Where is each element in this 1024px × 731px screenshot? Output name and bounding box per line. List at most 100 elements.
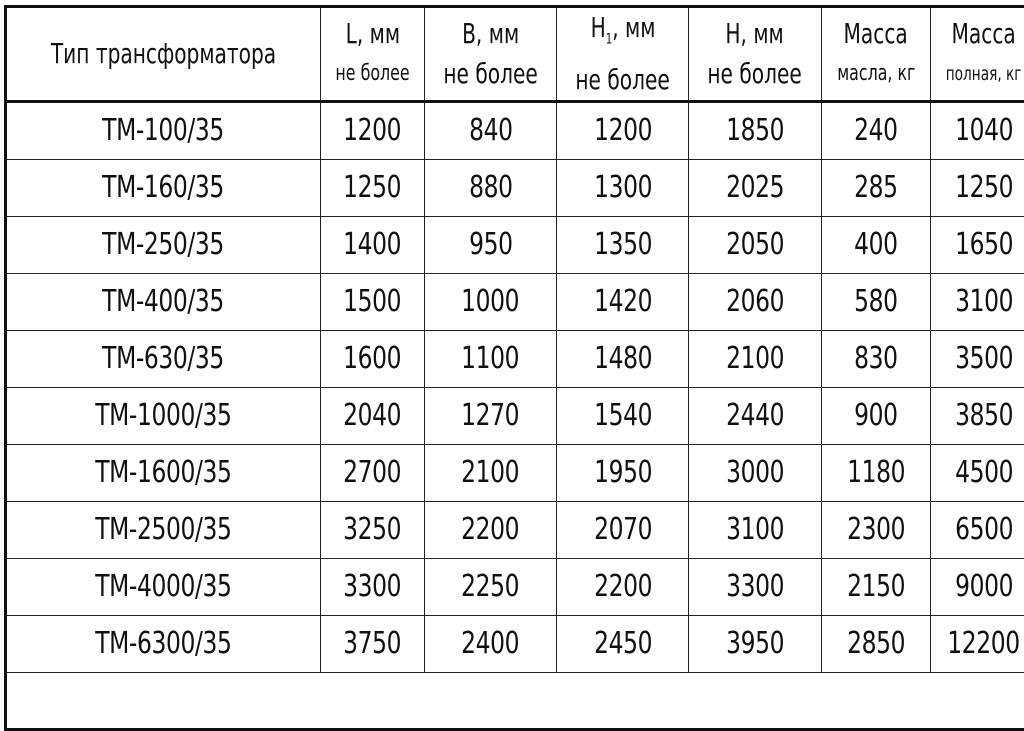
header-total-mass-line2: полная, кг — [946, 54, 1022, 94]
cell-b: 880 — [425, 159, 557, 216]
cell-h: 2440 — [689, 387, 821, 444]
cell-value: 2025 — [726, 170, 784, 205]
cell-value: 1100 — [462, 341, 520, 376]
cell-oil-mass: 830 — [821, 330, 931, 387]
cell-type: ТМ-2500/35 — [6, 501, 321, 558]
cell-oil-mass: 1180 — [821, 444, 931, 501]
cell-value: 3850 — [955, 398, 1013, 433]
cell-h: 3000 — [689, 444, 821, 501]
cell-value: 1350 — [594, 227, 652, 262]
header-l-line2: не более — [335, 54, 409, 94]
cell-value: ТМ-2500/35 — [95, 512, 231, 547]
table-row: ТМ-1000/35 2040 1270 1540 2440 900 3850 — [6, 387, 1024, 444]
cell-total-mass: 1650 — [931, 216, 1024, 273]
cell-oil-mass: 285 — [821, 159, 931, 216]
cell-value: 2040 — [343, 398, 401, 433]
cell-value: 2200 — [594, 569, 652, 604]
cell-total-mass: 1250 — [931, 159, 1024, 216]
cell-h1: 2200 — [557, 558, 689, 615]
cell-value: 240 — [854, 113, 897, 148]
cell-h1: 1480 — [557, 330, 689, 387]
header-type: Тип трансформатора — [6, 7, 321, 102]
cell-value: 1480 — [594, 341, 652, 376]
cell-type: ТМ-400/35 — [6, 273, 321, 330]
cell-h1: 2450 — [557, 615, 689, 672]
cell-b: 2100 — [425, 444, 557, 501]
cell-total-mass: 3850 — [931, 387, 1024, 444]
cell-type: ТМ-160/35 — [6, 159, 321, 216]
cell-l: 1600 — [320, 330, 424, 387]
cell-value: 3950 — [726, 626, 784, 661]
cell-value: 2100 — [726, 341, 784, 376]
cell-total-mass: 12200 — [931, 615, 1024, 672]
cell-value: 900 — [854, 398, 897, 433]
cell-value: ТМ-1000/35 — [95, 398, 231, 433]
cell-value: 1000 — [462, 284, 520, 319]
cell-h1: 1540 — [557, 387, 689, 444]
header-b-line1: B, мм — [462, 14, 519, 54]
cell-type: ТМ-1000/35 — [6, 387, 321, 444]
cell-oil-mass: 400 — [821, 216, 931, 273]
cell-h: 3100 — [689, 501, 821, 558]
cell-type: ТМ-250/35 — [6, 216, 321, 273]
cell-h1: 1300 — [557, 159, 689, 216]
header-h-line1: H, мм — [726, 14, 784, 54]
cell-h: 3300 — [689, 558, 821, 615]
cell-value: 1850 — [726, 113, 784, 148]
cell-value: 2400 — [462, 626, 520, 661]
cell-h: 2050 — [689, 216, 821, 273]
cell-value: 1420 — [594, 284, 652, 319]
cell-l: 3250 — [320, 501, 424, 558]
cell-h: 3950 — [689, 615, 821, 672]
cell-value: 1300 — [594, 170, 652, 205]
cell-value: ТМ-100/35 — [103, 113, 225, 148]
cell-l: 1200 — [320, 101, 424, 159]
cell-total-mass: 1040 — [931, 101, 1024, 159]
cell-value: 1040 — [955, 113, 1013, 148]
cell-oil-mass: 2850 — [821, 615, 931, 672]
cell-value: 830 — [854, 341, 897, 376]
cell-value: 1200 — [343, 113, 401, 148]
cell-b: 1270 — [425, 387, 557, 444]
cell-value: ТМ-6300/35 — [95, 626, 231, 661]
cell-b: 2200 — [425, 501, 557, 558]
cell-value: 2050 — [726, 227, 784, 262]
cell-value: 3100 — [726, 512, 784, 547]
cell-value: 1250 — [955, 170, 1013, 205]
cell-value: ТМ-1600/35 — [95, 455, 231, 490]
cell-type: ТМ-630/35 — [6, 330, 321, 387]
cell-h1: 2070 — [557, 501, 689, 558]
cell-b: 2250 — [425, 558, 557, 615]
cell-value: 2700 — [343, 455, 401, 490]
cell-l: 3300 — [320, 558, 424, 615]
empty-cell — [6, 672, 1024, 729]
cell-value: 3250 — [343, 512, 401, 547]
cell-value: 9000 — [955, 569, 1013, 604]
header-h-line2: не более — [708, 54, 802, 94]
cell-l: 2040 — [320, 387, 424, 444]
cell-total-mass: 3500 — [931, 330, 1024, 387]
cell-value: 1600 — [343, 341, 401, 376]
cell-value: 2150 — [847, 569, 905, 604]
cell-h: 2060 — [689, 273, 821, 330]
cell-value: 880 — [469, 170, 512, 205]
header-b-line2: не более — [443, 54, 537, 94]
cell-value: 1540 — [594, 398, 652, 433]
cell-h1: 1200 — [557, 101, 689, 159]
cell-b: 2400 — [425, 615, 557, 672]
cell-l: 2700 — [320, 444, 424, 501]
cell-value: ТМ-160/35 — [103, 170, 225, 205]
cell-b: 1100 — [425, 330, 557, 387]
cell-b: 950 — [425, 216, 557, 273]
cell-value: 1200 — [594, 113, 652, 148]
cell-value: 3100 — [955, 284, 1013, 319]
